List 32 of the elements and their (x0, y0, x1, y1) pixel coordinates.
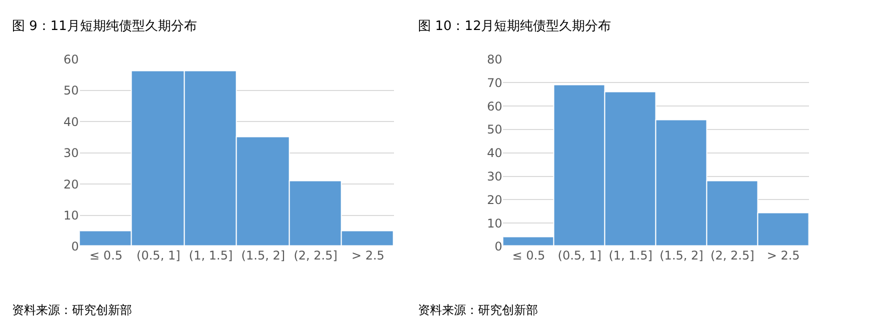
x-tick-label: (0.5, 1] (558, 248, 602, 263)
x-tick-label: > 2.5 (351, 248, 384, 263)
x-tick-label: (2, 2.5] (710, 248, 754, 263)
y-tick-label: 20 (486, 192, 502, 207)
chart-title: 图 10：12月短期纯债型久期分布 (418, 19, 612, 34)
x-tick-label: > 2.5 (766, 248, 800, 263)
y-tick-label: 50 (64, 84, 79, 98)
x-tick-label: (0.5, 1] (136, 248, 180, 263)
x-tick-label: (1, 1.5] (608, 248, 652, 263)
x-tick-label: (1.5, 2] (660, 248, 704, 263)
y-tick-label: 30 (486, 170, 502, 184)
y-tick-label: 80 (486, 52, 502, 66)
x-tick-label: (1, 1.5] (188, 248, 233, 263)
y-tick-label: 10 (64, 208, 79, 223)
y-tick-label: 30 (64, 146, 79, 160)
chart-title: 图 9：11月短期纯债型久期分布 (12, 19, 197, 34)
x-tick-label: ≤ 0.5 (90, 248, 123, 263)
y-tick-label: 20 (64, 177, 79, 192)
x-tick-label: (1.5, 2] (241, 248, 286, 263)
y-tick-label: 0 (494, 240, 502, 254)
y-tick-label: 60 (486, 99, 502, 114)
x-tick-label: ≤ 0.5 (512, 248, 546, 263)
y-tick-label: 60 (64, 52, 79, 66)
y-tick-label: 10 (486, 216, 502, 230)
y-tick-label: 0 (71, 240, 79, 254)
y-tick-label: 40 (64, 114, 79, 129)
y-tick-label: 40 (486, 146, 502, 160)
y-tick-label: 50 (486, 122, 502, 137)
x-tick-label: (2, 2.5] (294, 248, 338, 263)
text: 资料来源：研究创新部 (12, 303, 132, 317)
text: 资料来源：研究创新部 (418, 303, 538, 317)
y-tick-label: 70 (486, 76, 502, 90)
